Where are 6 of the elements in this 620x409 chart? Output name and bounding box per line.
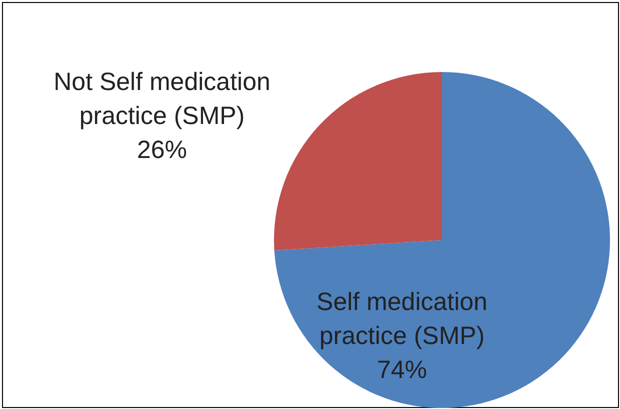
slice-label: Self medication practice (SMP)	[316, 288, 488, 350]
pie-slice	[274, 72, 442, 251]
slice-label: Not Self medication practice (SMP)	[54, 68, 270, 130]
pie-slice	[274, 72, 610, 408]
data-label: 26%	[136, 136, 188, 164]
data-label: 74%	[376, 356, 428, 384]
